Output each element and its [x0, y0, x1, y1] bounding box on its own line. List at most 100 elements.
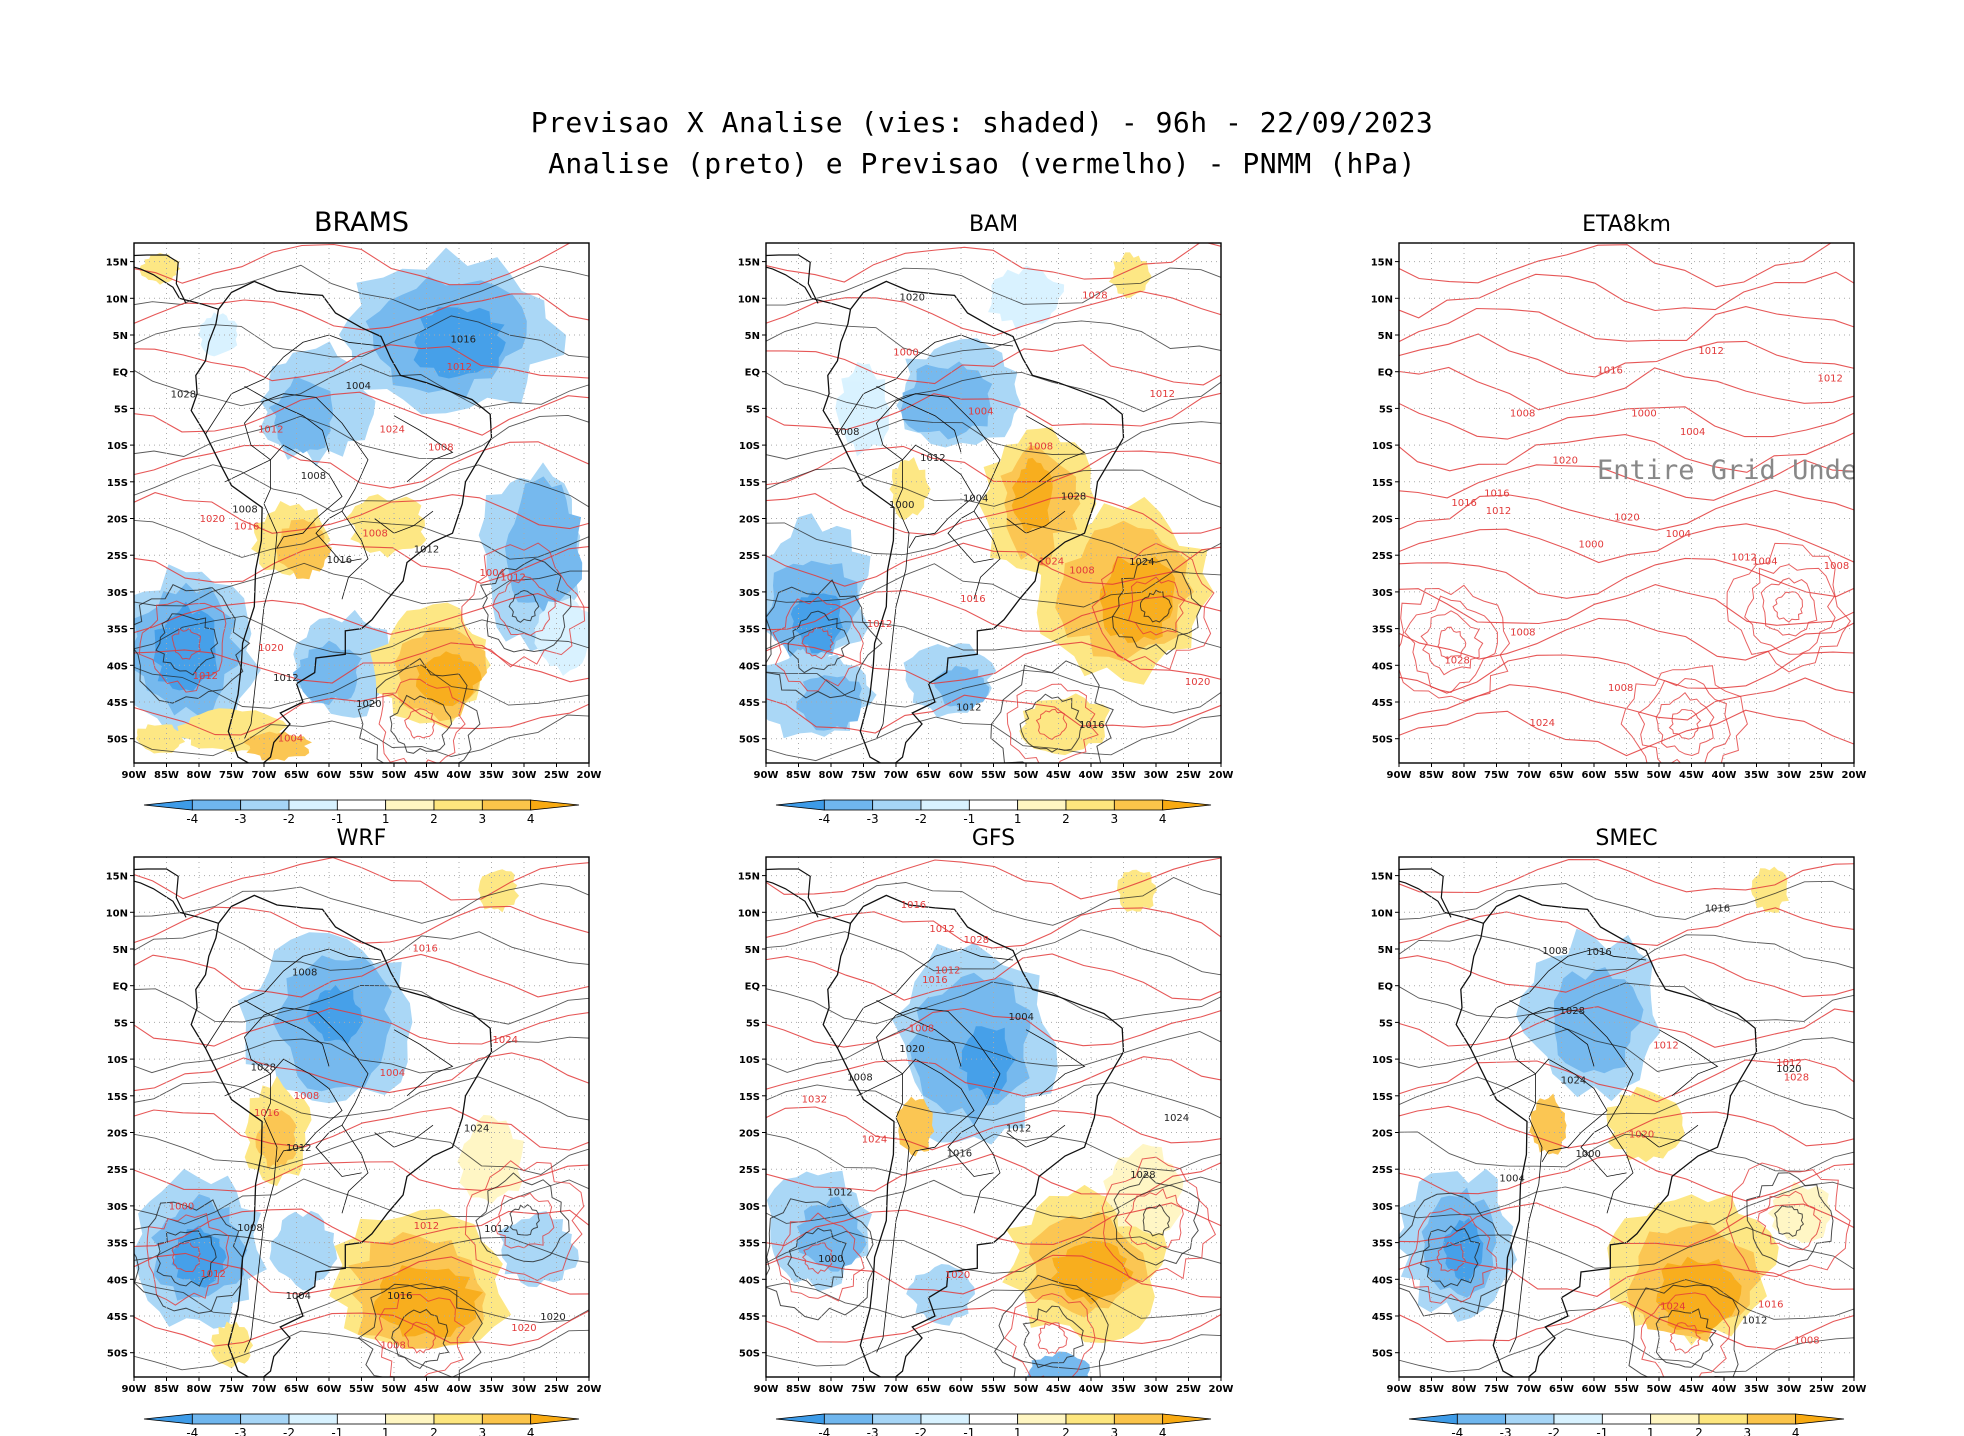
forecast-isobar	[1399, 271, 1854, 319]
forecast-isobar	[766, 1153, 1221, 1195]
analysis-isobar-label: 1016	[1705, 904, 1730, 915]
bias-area	[1011, 457, 1053, 534]
forecast-isobar	[1399, 459, 1854, 501]
lat-tick-label: 45S	[739, 1312, 760, 1323]
lon-tick-label: 80W	[187, 1384, 212, 1395]
lon-tick-label: 85W	[1419, 770, 1444, 781]
lat-tick-label: 5N	[745, 945, 760, 956]
forecast-isobar	[766, 953, 1221, 1001]
colorbar-segment	[433, 1413, 483, 1425]
colorbar-segment	[288, 799, 338, 811]
map-panel-gfs: GFS1008101210161020102410281032101610121…	[738, 826, 1234, 1436]
forecast-isobar-label: 1004	[480, 568, 505, 579]
analysis-isobar	[766, 1176, 1221, 1224]
forecast-isobar-label: 1016	[1758, 1300, 1783, 1311]
colorbar-label: -4	[1451, 1426, 1463, 1436]
map-panel-smec: SMEC 1012 1008 1016 1020 1024 1028 1012 1012 1008…	[1371, 826, 1867, 1436]
pressure-cell	[1142, 1203, 1170, 1237]
colorbar-label: 4	[1792, 1426, 1800, 1436]
lon-tick-label: 45W	[1046, 1384, 1071, 1395]
lat-tick-label: 40S	[1372, 661, 1393, 672]
lon-tick-label: 65W	[916, 1384, 941, 1395]
lat-tick-label: 10S	[1372, 1055, 1393, 1066]
colorbar-label: 3	[479, 812, 487, 826]
pressure-cell	[357, 1283, 483, 1377]
country-border	[244, 386, 330, 453]
pressure-cell	[1101, 1156, 1217, 1283]
analysis-isobar-label: 1028	[1061, 492, 1086, 503]
lat-tick-label: 15S	[739, 1092, 760, 1103]
bias-area	[1116, 869, 1157, 912]
lat-tick-label: 30S	[1372, 588, 1393, 599]
colorbar-segment	[1650, 1413, 1700, 1425]
contour-labels: 1012 1008 1016 1020 1024 1012 1016 1008 1004 1000…	[169, 943, 566, 1351]
analysis-isobar-label: 1000	[818, 1254, 843, 1265]
analysis-isobar-label: 1016	[1079, 720, 1104, 731]
pressure-cell	[171, 627, 201, 660]
lat-tick-label: 5S	[114, 1018, 128, 1029]
forecast-isobar-label: 1004	[1752, 557, 1777, 568]
pressure-cell	[1035, 708, 1068, 740]
forecast-isobar-label: 1020	[200, 514, 225, 525]
analysis-isobar	[766, 1082, 1221, 1121]
analysis-isobar	[766, 616, 1221, 651]
bias-area	[534, 597, 589, 676]
lat-tick-label: 45S	[107, 698, 128, 709]
lon-tick-label: 25W	[1176, 1384, 1201, 1395]
forecast-isobar-label: 1008	[428, 443, 453, 454]
bias-area	[306, 985, 363, 1045]
bias-area	[1751, 866, 1789, 913]
colorbar-label: 1	[382, 1426, 390, 1436]
lon-tick-label: 40W	[447, 1384, 472, 1395]
forecast-isobar-label: 1020	[945, 1270, 970, 1281]
forecast-isobar	[766, 1007, 1221, 1048]
bias-area	[1656, 1256, 1742, 1335]
forecast-isobar	[766, 344, 1221, 386]
lat-tick-label: 15N	[106, 258, 128, 269]
forecast-isobar	[1399, 402, 1854, 440]
pressure-cell	[990, 660, 1114, 763]
pressure-cell	[492, 575, 556, 636]
forecast-isobar	[766, 392, 1221, 431]
lat-tick-label: 30S	[739, 588, 760, 599]
country-border	[1580, 1124, 1627, 1177]
country-border	[244, 1117, 278, 1353]
forecast-isobar	[1399, 306, 1854, 343]
lat-tick-label: 25S	[107, 551, 128, 562]
colorbar-label: -1	[1596, 1426, 1608, 1436]
analysis-isobar	[134, 562, 589, 607]
pressure-cell	[1111, 558, 1202, 655]
forecast-isobar	[1399, 617, 1854, 661]
analysis-isobar	[766, 467, 1221, 508]
lat-tick-label: 15N	[738, 258, 760, 269]
analysis-isobar	[766, 929, 1221, 976]
colorbar-arrow-low	[143, 1413, 193, 1425]
bias-shading	[766, 252, 1214, 756]
bias-area	[796, 675, 862, 731]
lon-tick-label: 70W	[884, 770, 909, 781]
lon-tick-label: 40W	[1712, 770, 1737, 781]
pressure-cell	[1019, 693, 1084, 753]
forecast-isobar-label: 1000	[893, 348, 918, 359]
pressure-cell	[801, 1242, 834, 1275]
colorbar-label: -1	[963, 812, 975, 826]
forecast-isobar-label: 1016	[1451, 498, 1476, 509]
undefined-grid-message: Entire Grid Undefined	[1597, 455, 1938, 486]
pressure-cell	[1620, 665, 1748, 763]
country-border	[374, 510, 434, 534]
colorbar-segment	[1746, 1413, 1797, 1425]
lon-tick-label: 65W	[284, 770, 309, 781]
forecast-isobar-label: 1004	[1680, 427, 1705, 438]
lat-tick-label: 5S	[114, 404, 128, 415]
analysis-isobar-label: 1028	[1130, 1170, 1155, 1181]
forecast-isobar	[134, 492, 589, 534]
lat-tick-label: 15S	[107, 1092, 128, 1103]
analysis-isobar-label: 1020	[1776, 1064, 1801, 1075]
lat-tick-label: 15N	[1371, 258, 1393, 269]
lat-tick-label: 5S	[746, 1018, 760, 1029]
colorbar-label: -3	[867, 812, 879, 826]
lon-tick-label: 90W	[122, 770, 147, 781]
contour-labels: 1012100810121016102010241012100810041012…	[171, 334, 526, 744]
lat-tick-label: 45S	[107, 1312, 128, 1323]
